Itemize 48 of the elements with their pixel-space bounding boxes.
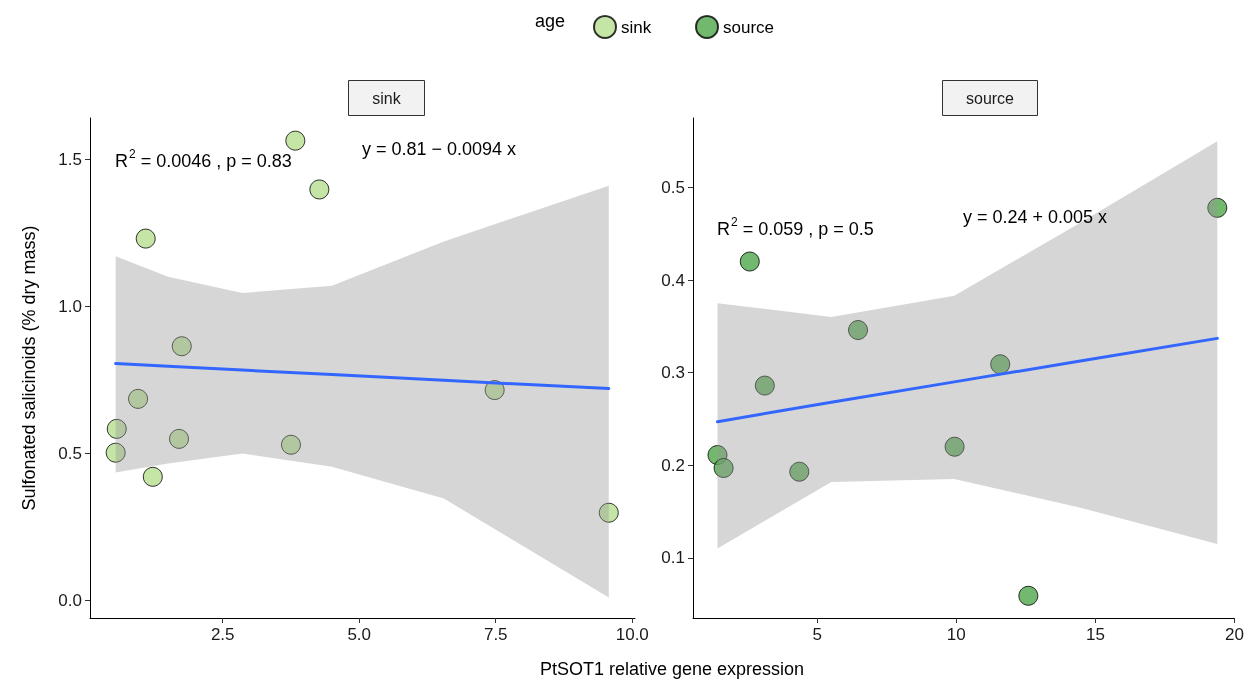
- point: [285, 130, 306, 151]
- point: [990, 354, 1011, 375]
- annotation: y = 0.81 − 0.0094 x: [362, 139, 517, 159]
- point: [128, 388, 149, 409]
- y-tick-label: 0.5: [661, 177, 685, 197]
- point: [106, 418, 127, 439]
- chart-title: source: [965, 89, 1015, 107]
- legend-label: sink: [621, 17, 652, 37]
- x-tick-label: 2.5: [210, 625, 235, 644]
- point: [1207, 197, 1228, 218]
- point: [739, 251, 760, 272]
- x-tick-label: 7.5: [483, 625, 508, 644]
- point: [169, 428, 190, 449]
- x-tick-label: 5: [812, 625, 822, 644]
- y-tick-label: 0.2: [661, 455, 685, 475]
- x-tick-label: 15: [1085, 625, 1105, 644]
- x-tick-label: 20: [1225, 625, 1245, 644]
- y-tick-label: 0.5: [58, 443, 82, 463]
- line-series: [114, 362, 611, 391]
- x-tick-label: 5.0: [347, 625, 372, 644]
- point: [171, 336, 192, 357]
- point: [135, 228, 156, 249]
- point: [713, 458, 734, 478]
- point: [105, 442, 126, 463]
- line-series: [715, 336, 1219, 424]
- y-tick-label: 0.4: [661, 270, 685, 290]
- y-tick-label: 1.5: [58, 149, 82, 169]
- chart-title: sink: [372, 89, 402, 107]
- y-tick-label: 1.0: [58, 296, 82, 316]
- point: [309, 179, 330, 200]
- legend-title: age: [535, 11, 566, 31]
- point: [789, 461, 810, 482]
- point: [754, 375, 775, 396]
- x-tick-label: 10.0: [615, 625, 649, 644]
- y-tick-label: 0.1: [661, 548, 685, 568]
- point: [598, 502, 619, 523]
- legend-label: source: [723, 17, 775, 37]
- x-axis-title: PtSOT1 relative gene expression: [539, 659, 805, 679]
- point: [280, 434, 301, 455]
- y-axis-title: Sulfonated salicinoids (% dry mass): [19, 225, 39, 511]
- point: [142, 466, 163, 487]
- x-tick-label: 10: [946, 625, 966, 644]
- annotation: y = 0.24 + 0.005 x: [963, 207, 1108, 227]
- y-tick-label: 0.0: [58, 590, 82, 610]
- point: [1018, 585, 1039, 606]
- point: [944, 436, 965, 457]
- y-tick-label: 0.3: [661, 363, 685, 383]
- point: [848, 320, 869, 341]
